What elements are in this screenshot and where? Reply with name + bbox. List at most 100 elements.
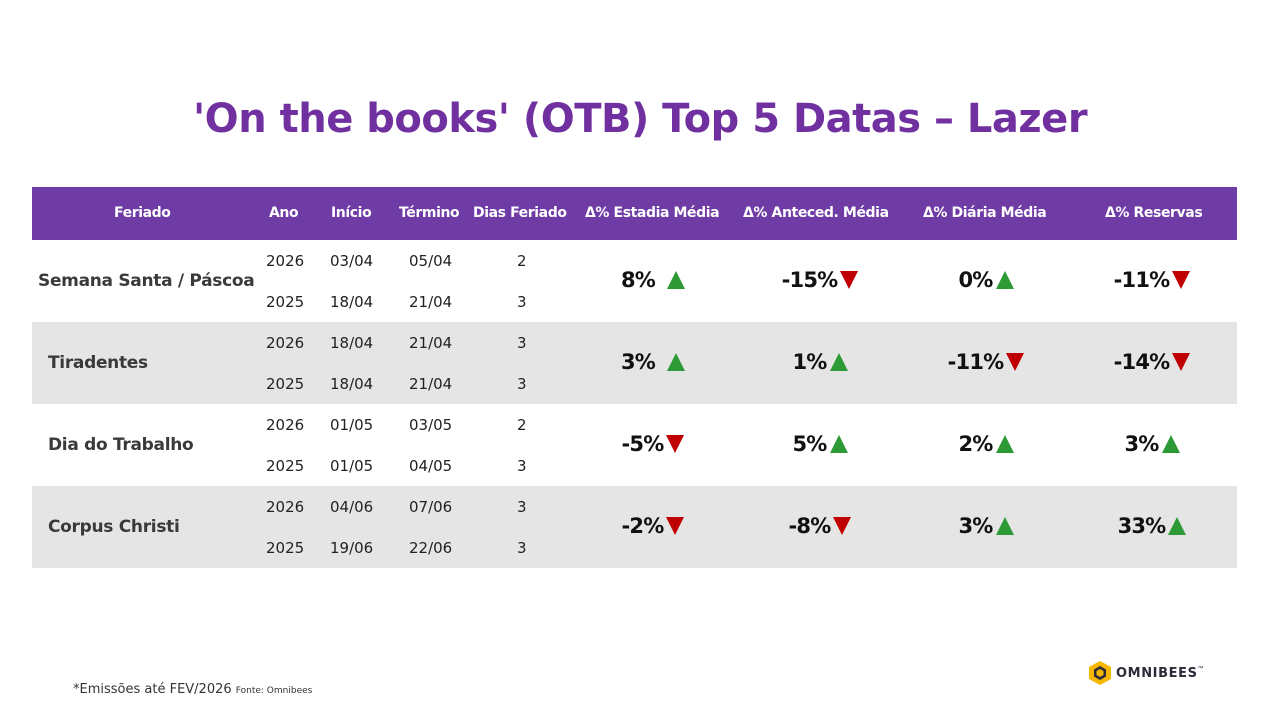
cell-termino: 21/04: [409, 334, 453, 352]
footnote: *Emissões até FEV/2026 Fonte: Omnibees: [73, 682, 312, 697]
footnote-source: Fonte: Omnibees: [235, 686, 313, 696]
cell-termino: 22/06: [409, 539, 453, 557]
delta-value: -8%: [780, 514, 860, 538]
table-row: Dia do Trabalho 2026 01/05 03/05 2 2025 01/05 0…: [32, 404, 1237, 486]
omnibees-logo: OMNIBEES ™: [1088, 660, 1204, 686]
delta-text: -15%: [781, 268, 839, 292]
cell-dias: 3: [517, 375, 527, 393]
cell-ano: 2026: [266, 252, 305, 270]
cell-dias: 3: [517, 293, 527, 311]
delta-value: 3%: [613, 350, 693, 374]
cell-termino: 07/06: [409, 498, 453, 516]
delta-value: 33%: [1112, 514, 1192, 538]
delta-text: 8%: [620, 268, 656, 292]
delta-value: -2%: [613, 514, 693, 538]
delta-value: -5%: [613, 432, 693, 456]
delta-value: 5%: [780, 432, 860, 456]
cell-inicio: 01/05: [330, 416, 374, 434]
table-row: Tiradentes 2026 18/04 21/04 3 2025 18/04 21/04 3…: [32, 322, 1237, 404]
cell-termino: 03/05: [409, 416, 453, 434]
cell-ano: 2026: [266, 498, 305, 516]
delta-value: -14%: [1112, 350, 1192, 374]
cell-inicio: 03/04: [330, 252, 374, 270]
cell-ano: 2025: [266, 293, 305, 311]
cell-inicio: 19/06: [330, 539, 374, 557]
header-termino: Término: [399, 205, 460, 221]
delta-text: -8%: [788, 514, 832, 538]
footnote-note: *Emissões até FEV/2026: [73, 682, 232, 697]
header-diaria-media: Δ% Diária Média: [923, 205, 1047, 221]
holiday-name: Corpus Christi: [48, 517, 180, 537]
delta-value: 3%: [946, 514, 1026, 538]
header-ano: Ano: [269, 205, 299, 221]
triangle-up-icon: [1168, 517, 1187, 535]
triangle-up-icon: [667, 271, 686, 289]
holiday-name: Tiradentes: [48, 353, 148, 373]
delta-value: 3%: [1112, 432, 1192, 456]
triangle-down-icon: [666, 517, 685, 535]
hexagon-logo-icon: [1089, 661, 1111, 685]
delta-value: 1%: [780, 350, 860, 374]
triangle-down-icon: [1172, 271, 1191, 289]
delta-text: 3%: [1124, 432, 1159, 456]
otb-table: Feriado Ano Início Término Dias Feriado …: [32, 187, 1237, 568]
header-feriado: Feriado: [114, 205, 171, 221]
delta-text: 5%: [792, 432, 827, 456]
delta-text: 33%: [1117, 514, 1167, 538]
cell-inicio: 18/04: [330, 334, 374, 352]
triangle-up-icon: [995, 271, 1014, 289]
cell-termino: 04/05: [409, 457, 453, 475]
delta-value: -11%: [946, 350, 1026, 374]
delta-text: 1%: [792, 350, 827, 374]
triangle-down-icon: [666, 435, 685, 453]
triangle-down-icon: [1172, 353, 1191, 371]
cell-inicio: 01/05: [330, 457, 374, 475]
triangle-up-icon: [995, 435, 1014, 453]
delta-text: -14%: [1113, 350, 1171, 374]
triangle-down-icon: [1006, 353, 1025, 371]
header-estadia-media: Δ% Estadia Média: [585, 205, 720, 221]
delta-text: 3%: [958, 514, 993, 538]
delta-value: 0%: [946, 268, 1026, 292]
logo-trademark: ™: [1197, 666, 1204, 672]
cell-dias: 2: [517, 416, 527, 434]
cell-inicio: 18/04: [330, 293, 374, 311]
cell-ano: 2025: [266, 457, 305, 475]
delta-text: -11%: [1113, 268, 1171, 292]
delta-text: -5%: [621, 432, 665, 456]
delta-text: -2%: [621, 514, 665, 538]
delta-text: 2%: [958, 432, 993, 456]
cell-dias: 3: [517, 334, 527, 352]
triangle-down-icon: [833, 517, 852, 535]
cell-dias: 3: [517, 457, 527, 475]
holiday-name: Dia do Trabalho: [48, 435, 194, 455]
cell-inicio: 04/06: [330, 498, 374, 516]
cell-ano: 2026: [266, 334, 305, 352]
cell-ano: 2026: [266, 416, 305, 434]
table-row: Semana Santa / Páscoa 2026 03/04 05/04 2 2025…: [32, 240, 1237, 322]
cell-inicio: 18/04: [330, 375, 374, 393]
delta-value: 2%: [946, 432, 1026, 456]
cell-dias: 3: [517, 498, 527, 516]
triangle-up-icon: [1161, 435, 1180, 453]
delta-value: 8%: [613, 268, 693, 292]
header-dias-feriado: Dias Feriado: [473, 205, 567, 221]
delta-text: -11%: [947, 350, 1005, 374]
triangle-down-icon: [840, 271, 859, 289]
triangle-up-icon: [829, 435, 848, 453]
table-row: Corpus Christi 2026 04/06 07/06 3 2025 19/06 22…: [32, 486, 1237, 568]
page-title: 'On the books' (OTB) Top 5 Datas – Lazer: [192, 96, 1088, 142]
triangle-up-icon: [667, 353, 686, 371]
triangle-up-icon: [995, 517, 1014, 535]
table-header: Feriado Ano Início Término Dias Feriado …: [32, 187, 1237, 240]
delta-text: 0%: [958, 268, 993, 292]
cell-ano: 2025: [266, 539, 305, 557]
cell-dias: 2: [517, 252, 527, 270]
header-inicio: Início: [331, 205, 372, 221]
cell-ano: 2025: [266, 375, 305, 393]
cell-termino: 05/04: [409, 252, 453, 270]
delta-value: -15%: [780, 268, 860, 292]
logo-text: OMNIBEES: [1116, 665, 1198, 681]
cell-dias: 3: [517, 539, 527, 557]
cell-termino: 21/04: [409, 375, 453, 393]
